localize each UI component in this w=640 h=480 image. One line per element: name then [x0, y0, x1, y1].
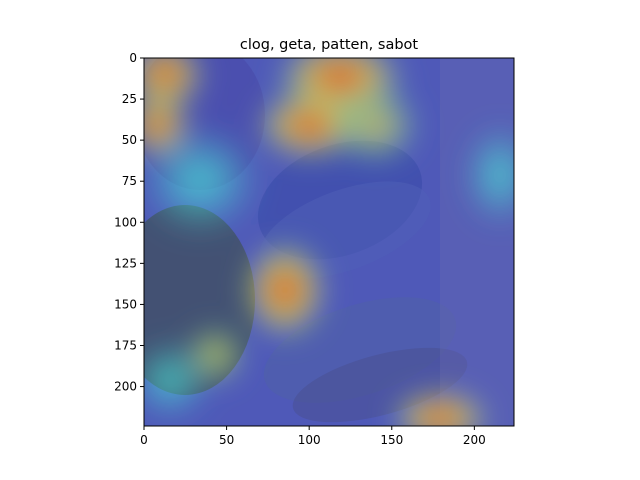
y-axis: 0 25 50 75 100 125 150 175 200 — [114, 51, 144, 394]
y-tick-label: 175 — [114, 339, 137, 353]
x-tick-label: 200 — [463, 433, 486, 447]
chart-title: clog, geta, patten, sabot — [240, 37, 419, 53]
x-tick-label: 150 — [380, 433, 403, 447]
y-tick-label: 0 — [129, 51, 137, 65]
y-tick-label: 50 — [122, 133, 137, 147]
x-axis: 0 50 100 150 200 — [140, 426, 486, 447]
y-tick-label: 75 — [122, 174, 137, 188]
x-tick-label: 100 — [298, 433, 321, 447]
x-tick-label: 50 — [219, 433, 234, 447]
y-tick-label: 125 — [114, 256, 137, 270]
plot-area — [144, 58, 514, 426]
heat-overlay — [144, 58, 514, 426]
x-tick-label: 0 — [140, 433, 148, 447]
plot-frame — [143, 57, 515, 427]
y-tick-label: 100 — [114, 215, 137, 229]
y-tick-label: 150 — [114, 297, 137, 311]
y-tick-label: 200 — [114, 380, 137, 394]
y-tick-label: 25 — [122, 92, 137, 106]
